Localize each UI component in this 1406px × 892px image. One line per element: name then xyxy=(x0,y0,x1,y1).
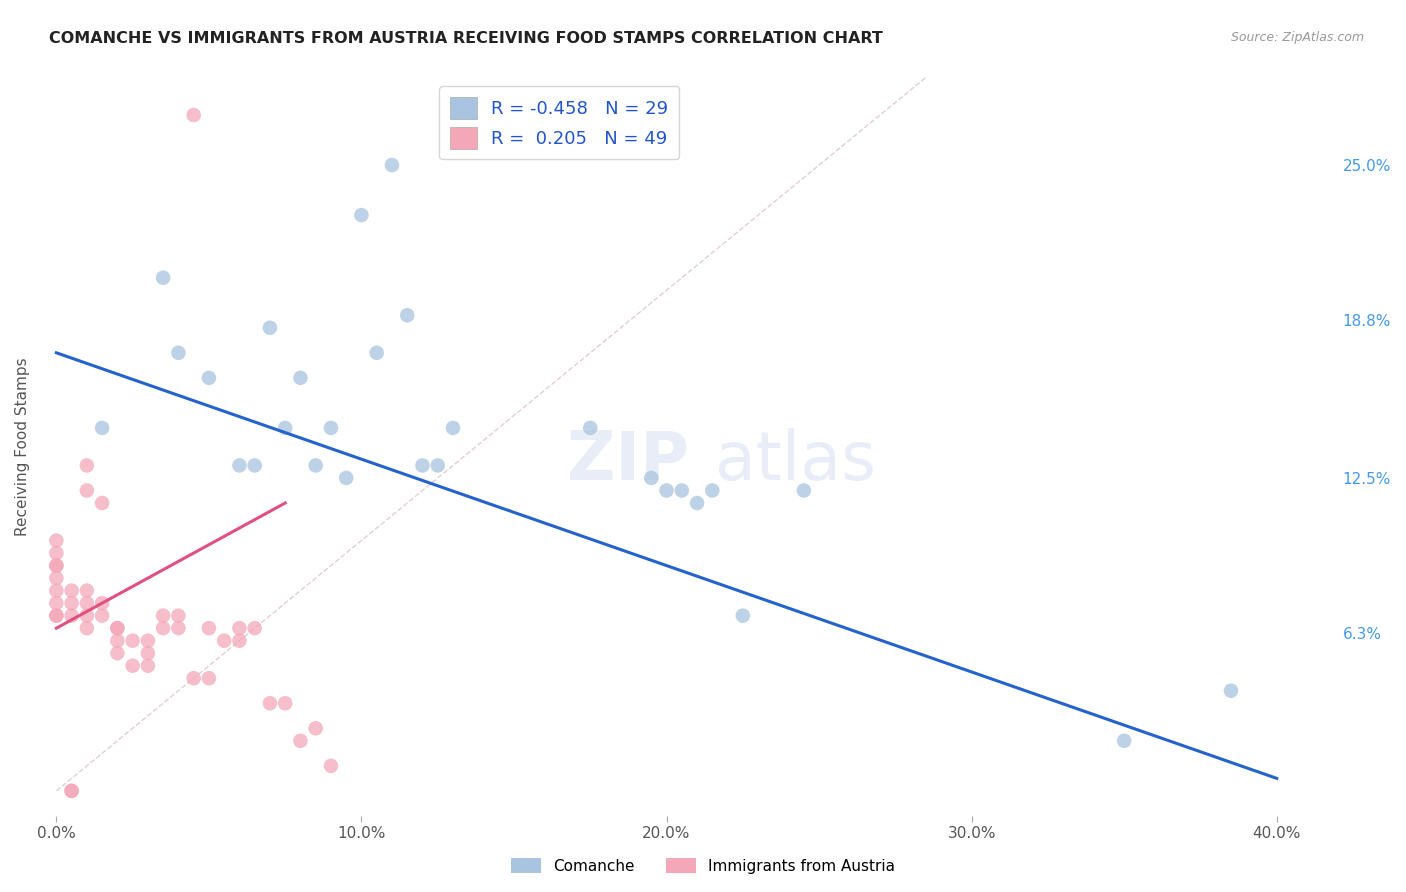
Point xyxy=(76,483,98,498)
Point xyxy=(228,621,250,635)
Point xyxy=(45,571,67,585)
Point xyxy=(396,308,419,322)
Point xyxy=(319,421,342,435)
Point xyxy=(350,208,373,222)
Point xyxy=(1114,733,1136,747)
Point xyxy=(45,583,67,598)
Point xyxy=(167,621,190,635)
Point xyxy=(136,658,159,673)
Point xyxy=(228,633,250,648)
Y-axis label: Receiving Food Stamps: Receiving Food Stamps xyxy=(15,358,30,536)
Point xyxy=(105,646,128,660)
Point xyxy=(91,608,114,623)
Point xyxy=(60,784,83,798)
Point xyxy=(274,421,297,435)
Point xyxy=(671,483,693,498)
Point xyxy=(105,621,128,635)
Point xyxy=(136,633,159,648)
Point xyxy=(91,496,114,510)
Point xyxy=(198,371,221,385)
Point xyxy=(243,621,266,635)
Point xyxy=(366,346,388,360)
Point xyxy=(60,784,83,798)
Point xyxy=(198,671,221,685)
Point xyxy=(305,721,328,735)
Point xyxy=(655,483,678,498)
Point xyxy=(45,533,67,548)
Point xyxy=(76,583,98,598)
Point xyxy=(319,759,342,773)
Point xyxy=(167,346,190,360)
Point xyxy=(60,583,83,598)
Legend: R = -0.458   N = 29, R =  0.205   N = 49: R = -0.458 N = 29, R = 0.205 N = 49 xyxy=(439,87,679,160)
Point xyxy=(305,458,328,473)
Text: ZIP: ZIP xyxy=(568,428,689,494)
Point xyxy=(290,371,312,385)
Point xyxy=(45,558,67,573)
Point xyxy=(198,621,221,635)
Point xyxy=(441,421,464,435)
Point xyxy=(381,158,404,172)
Point xyxy=(243,458,266,473)
Point xyxy=(167,608,190,623)
Point xyxy=(121,633,143,648)
Point xyxy=(45,608,67,623)
Point xyxy=(640,471,662,485)
Point xyxy=(105,621,128,635)
Point xyxy=(793,483,815,498)
Point xyxy=(152,608,174,623)
Point xyxy=(76,596,98,610)
Point xyxy=(183,671,205,685)
Point xyxy=(76,621,98,635)
Point xyxy=(76,458,98,473)
Point xyxy=(731,608,754,623)
Point xyxy=(335,471,357,485)
Point xyxy=(45,596,67,610)
Point xyxy=(45,546,67,560)
Point xyxy=(1220,683,1243,698)
Point xyxy=(105,633,128,648)
Point xyxy=(702,483,724,498)
Point xyxy=(228,458,250,473)
Point xyxy=(183,108,205,122)
Point xyxy=(579,421,602,435)
Point xyxy=(91,596,114,610)
Point xyxy=(152,621,174,635)
Point xyxy=(426,458,449,473)
Point xyxy=(152,270,174,285)
Text: atlas: atlas xyxy=(716,428,876,494)
Point xyxy=(121,658,143,673)
Point xyxy=(91,421,114,435)
Text: Source: ZipAtlas.com: Source: ZipAtlas.com xyxy=(1230,31,1364,45)
Point xyxy=(60,596,83,610)
Point xyxy=(686,496,709,510)
Point xyxy=(60,608,83,623)
Point xyxy=(274,696,297,710)
Point xyxy=(45,608,67,623)
Point xyxy=(212,633,235,648)
Point xyxy=(76,608,98,623)
Point xyxy=(411,458,433,473)
Point xyxy=(259,320,281,334)
Point xyxy=(290,733,312,747)
Point xyxy=(45,558,67,573)
Point xyxy=(259,696,281,710)
Point xyxy=(136,646,159,660)
Legend: Comanche, Immigrants from Austria: Comanche, Immigrants from Austria xyxy=(505,852,901,880)
Text: COMANCHE VS IMMIGRANTS FROM AUSTRIA RECEIVING FOOD STAMPS CORRELATION CHART: COMANCHE VS IMMIGRANTS FROM AUSTRIA RECE… xyxy=(49,31,883,46)
